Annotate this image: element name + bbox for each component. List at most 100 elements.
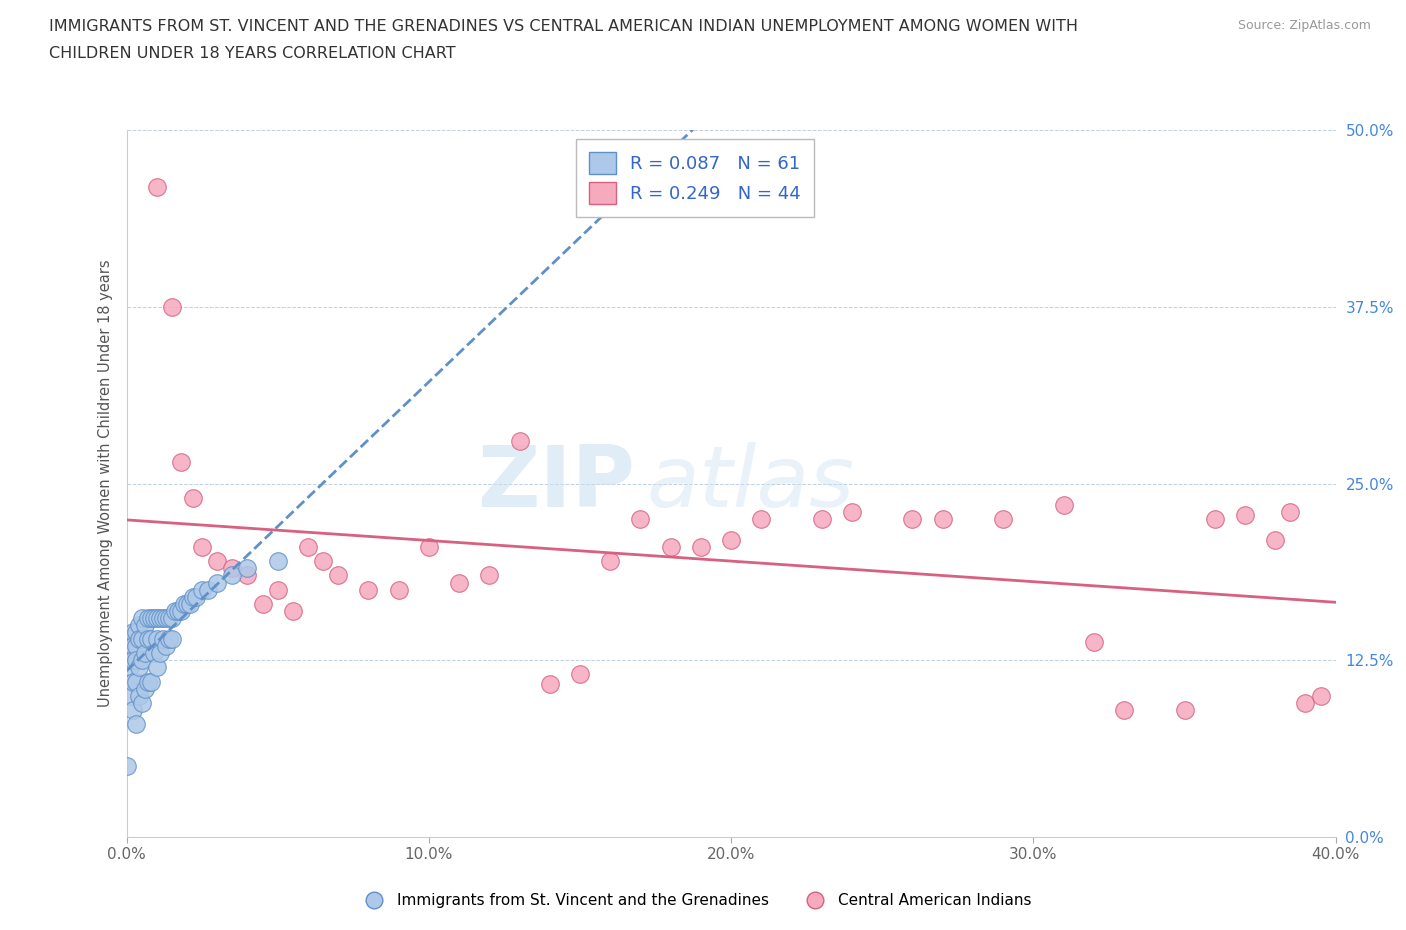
Point (152, 610, 174, 625)
Point (326, 568, 350, 583)
Point (136, 610, 159, 625)
Point (124, 639, 146, 654)
Point (163, 604, 186, 618)
Point (176, 596, 198, 611)
Point (121, 653, 143, 668)
Point (124, 716, 146, 731)
Point (312, 554, 335, 569)
Point (205, 554, 228, 569)
Point (124, 653, 146, 668)
Text: atlas: atlas (647, 442, 855, 525)
Point (509, 433, 531, 448)
Point (136, 631, 159, 646)
Point (236, 568, 259, 583)
Point (447, 575, 470, 590)
Point (205, 575, 228, 590)
Point (124, 674, 146, 689)
Point (118, 645, 141, 660)
Point (134, 645, 156, 660)
Point (1173, 702, 1195, 717)
Point (128, 688, 150, 703)
Point (142, 645, 165, 660)
Point (810, 512, 832, 526)
Point (1264, 533, 1286, 548)
Point (1053, 498, 1076, 512)
Y-axis label: Unemployment Among Women with Children Under 18 years: Unemployment Among Women with Children U… (97, 259, 112, 708)
Point (901, 512, 924, 526)
Point (131, 631, 153, 646)
Point (659, 539, 682, 554)
Point (131, 610, 153, 625)
Point (118, 660, 141, 675)
Point (146, 631, 169, 646)
Point (115, 759, 138, 774)
Point (139, 631, 162, 646)
Point (170, 604, 193, 618)
Point (197, 582, 219, 597)
Point (124, 625, 146, 640)
Point (173, 596, 195, 611)
Point (121, 639, 143, 654)
Point (1294, 696, 1316, 711)
Point (267, 554, 290, 569)
Point (149, 610, 172, 625)
Point (124, 653, 146, 668)
Point (118, 688, 141, 703)
Point (191, 582, 214, 597)
Point (134, 618, 156, 632)
Text: ZIP: ZIP (477, 442, 634, 525)
Point (221, 561, 243, 576)
Text: CHILDREN UNDER 18 YEARS CORRELATION CHART: CHILDREN UNDER 18 YEARS CORRELATION CHAR… (49, 46, 456, 61)
Point (1234, 507, 1257, 522)
Point (388, 582, 411, 597)
Point (157, 631, 180, 646)
Point (191, 539, 214, 554)
Point (152, 631, 174, 646)
Point (181, 590, 204, 604)
Point (184, 590, 207, 604)
Point (179, 596, 201, 611)
Point (160, 610, 183, 625)
Point (297, 539, 319, 554)
Point (121, 674, 143, 689)
Point (538, 677, 561, 692)
Point (932, 512, 955, 526)
Point (599, 554, 621, 569)
Point (689, 539, 711, 554)
Point (630, 512, 652, 526)
Point (357, 582, 380, 597)
Point (993, 512, 1015, 526)
Point (155, 610, 177, 625)
Legend: Immigrants from St. Vincent and the Grenadines, Central American Indians: Immigrants from St. Vincent and the Gren… (353, 887, 1038, 914)
Point (128, 631, 150, 646)
Point (121, 625, 143, 640)
Point (128, 660, 150, 675)
Point (1309, 688, 1331, 703)
Point (1204, 512, 1226, 526)
Point (568, 667, 592, 682)
Text: Source: ZipAtlas.com: Source: ZipAtlas.com (1237, 19, 1371, 32)
Point (167, 604, 190, 618)
Point (146, 179, 169, 194)
Point (139, 610, 162, 625)
Point (221, 568, 243, 583)
Point (1279, 504, 1302, 519)
Point (1114, 702, 1136, 717)
Point (157, 610, 180, 625)
Text: IMMIGRANTS FROM ST. VINCENT AND THE GRENADINES VS CENTRAL AMERICAN INDIAN UNEMPL: IMMIGRANTS FROM ST. VINCENT AND THE GREN… (49, 19, 1078, 33)
Point (170, 455, 193, 470)
Point (841, 504, 863, 519)
Point (131, 653, 153, 668)
Point (160, 631, 183, 646)
Point (128, 618, 150, 632)
Point (252, 596, 274, 611)
Point (142, 610, 165, 625)
Point (160, 299, 183, 314)
Point (720, 533, 742, 548)
Point (236, 561, 259, 576)
Point (139, 674, 162, 689)
Point (267, 582, 290, 597)
Point (121, 702, 143, 717)
Point (418, 539, 440, 554)
Point (155, 639, 177, 654)
